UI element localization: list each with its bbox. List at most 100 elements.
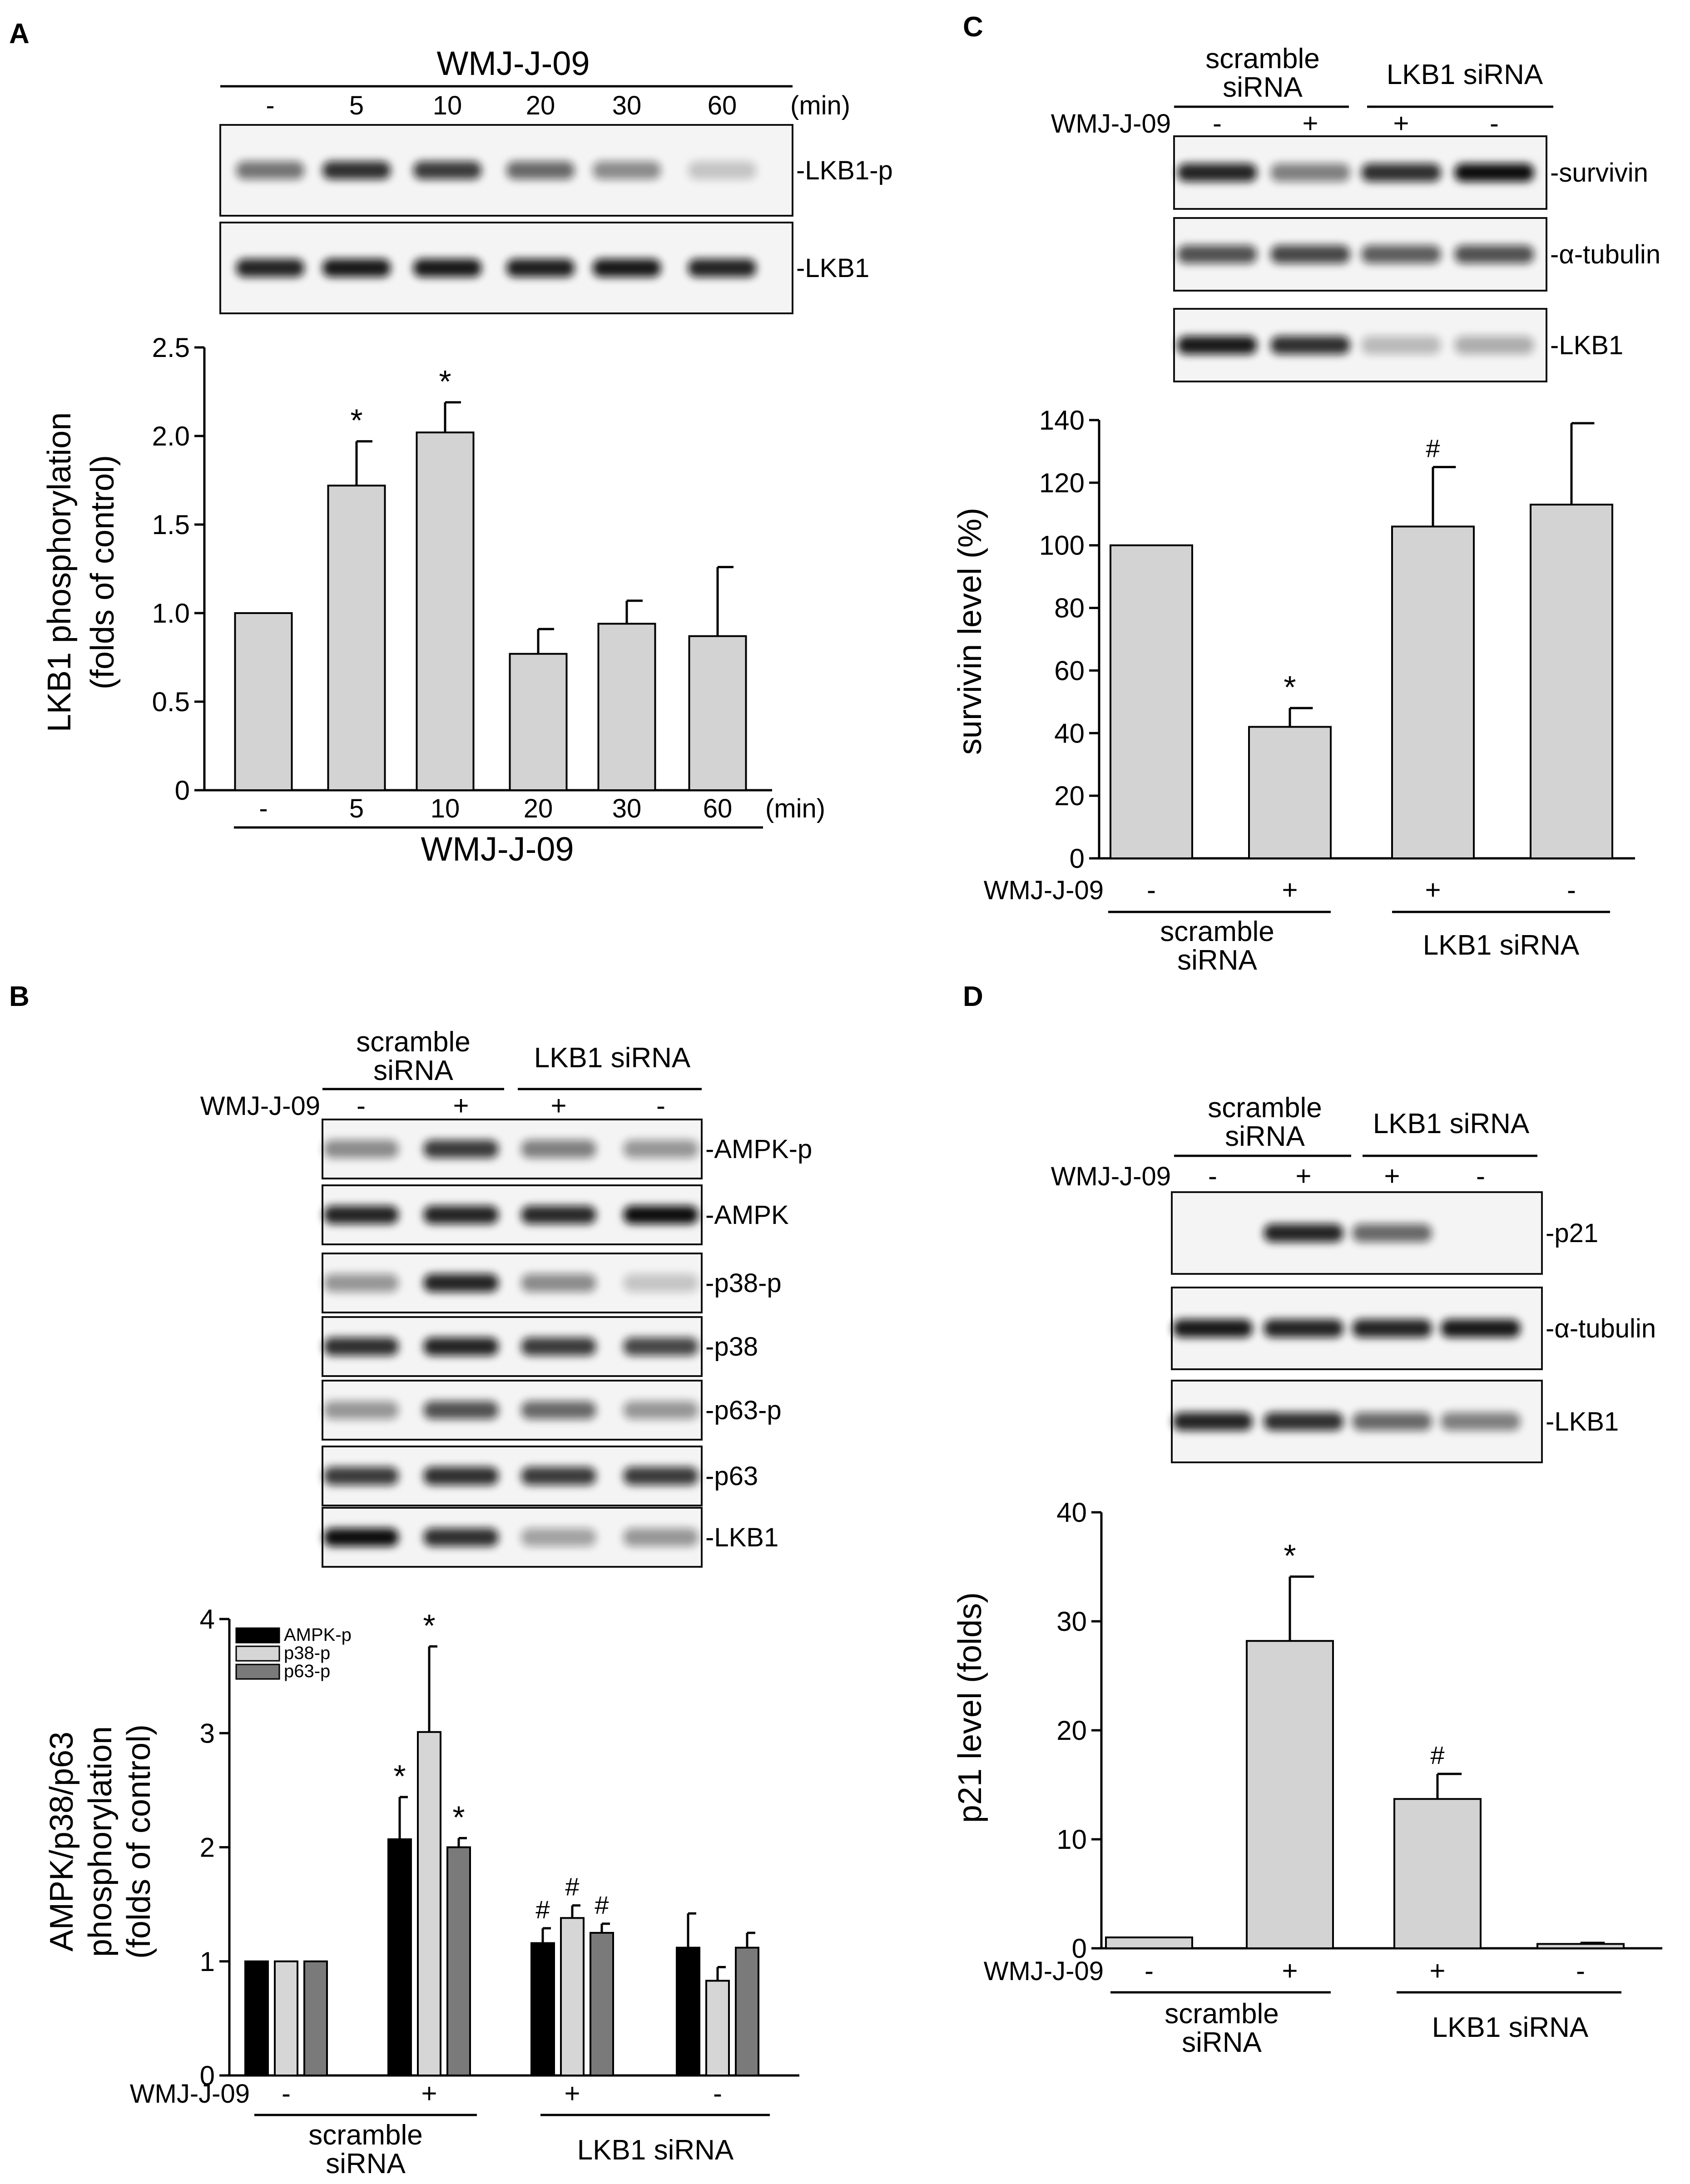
y-tick-label: 40 [1056, 1497, 1087, 1528]
blot-band [1270, 163, 1350, 182]
chart-b-signs: - + + - [282, 2078, 722, 2109]
significance-mark: # [565, 1872, 579, 1901]
blot-band [323, 1401, 399, 1419]
bar [597, 623, 656, 792]
blot-c-rows: -survivin -α-tubulin -LKB1 [1173, 135, 1660, 382]
blot-band [423, 1140, 499, 1158]
blot-c-group1-line1: scramble [1205, 43, 1320, 74]
legend-label: AMPK-p [284, 1625, 352, 1645]
significance-mark: # [595, 1891, 609, 1919]
bar [509, 653, 568, 791]
lane-sign: + [1295, 1161, 1311, 1191]
blot-band [423, 1467, 499, 1485]
significance-mark: * [452, 1799, 465, 1835]
blot-b-rows: -AMPK-p -AMPK -p38-p -p38 -p63-p -p63 -LKB1 [322, 1119, 812, 1568]
blot-band [1173, 1412, 1253, 1431]
chart-b-group1-line2: siRNA [326, 2148, 406, 2179]
significance-mark: * [1284, 1538, 1296, 1574]
chart-c-treatment: WMJ-J-09 [984, 876, 1104, 905]
blot-band [323, 1140, 399, 1158]
panel-c: C scramble siRNA LKB1 siRNA WMJ-J-09 - + +… [952, 11, 1660, 976]
legend-swatch [235, 1627, 280, 1644]
chart-a-xlabel: WMJ-J-09 [421, 830, 574, 868]
bar [327, 485, 386, 791]
blot-band [1177, 245, 1257, 263]
blot-band [506, 161, 575, 179]
chart-c-group2: LKB1 siRNA [1423, 930, 1580, 961]
chart-c: 0 20 40 60 80 100 120 140 * # [1039, 405, 1635, 874]
blot-band [688, 161, 756, 179]
bar [1391, 525, 1475, 860]
blot-c-group2: LKB1 siRNA [1387, 59, 1543, 90]
bar [1248, 726, 1332, 859]
significance-mark: * [1284, 669, 1296, 705]
blot-d-group1-line1: scramble [1208, 1092, 1322, 1124]
bar [1393, 1798, 1482, 1949]
y-tick-label: 60 [1054, 655, 1085, 686]
chart-b-group2: LKB1 siRNA [577, 2134, 734, 2166]
lane-sign: + [1425, 875, 1441, 905]
blot-band [423, 1206, 499, 1224]
blot-band [236, 161, 304, 179]
blot-band [623, 1528, 699, 1546]
legend-label: p63-p [284, 1661, 330, 1681]
chart-d: 0 10 20 30 40 * # [1056, 1497, 1662, 1964]
lane-sign: - [1476, 1161, 1485, 1191]
bar [417, 1731, 441, 2077]
blot-band [1361, 163, 1441, 182]
chart-d-signs: - + + - [1145, 1956, 1585, 1986]
significance-mark: * [393, 1758, 406, 1794]
bar [1110, 544, 1193, 859]
x-tick-label: 20 [524, 794, 553, 823]
y-tick-label: 40 [1054, 718, 1085, 748]
bar [705, 1980, 730, 2076]
y-tick-label: 0 [1072, 1933, 1087, 1964]
blot-band [623, 1140, 699, 1158]
blot-band [593, 161, 661, 179]
y-tick-label: 20 [1056, 1715, 1087, 1746]
legend-swatch [235, 1664, 280, 1680]
legend-label: p38-p [284, 1643, 330, 1663]
y-tick-label: 2.0 [152, 421, 190, 451]
significance-mark: * [350, 403, 362, 438]
blot-row-label: -p38-p [705, 1268, 782, 1298]
y-tick-label: 1.0 [152, 598, 190, 629]
blot-band [323, 1274, 399, 1292]
blot-row-label: -LKB1 [1546, 1407, 1619, 1436]
blot-b-lane-signs: - + + - [357, 1090, 665, 1121]
chart-c-group1-line2: siRNA [1177, 945, 1257, 976]
blot-band [623, 1206, 699, 1224]
chart-c-group1-line1: scramble [1160, 916, 1274, 947]
bar [735, 1946, 759, 2077]
bar [387, 1838, 412, 2077]
bar [303, 1960, 328, 2076]
chart-b-ylabel-2: phosphorylation [82, 1726, 119, 1957]
y-tick-label: 2.5 [152, 332, 190, 363]
significance-mark: * [423, 1608, 435, 1643]
y-tick-label: 30 [1056, 1606, 1087, 1637]
bar [446, 1846, 471, 2076]
blot-c-treatment: WMJ-J-09 [1051, 109, 1171, 139]
lane-sign: + [1302, 108, 1318, 139]
blot-band [413, 161, 481, 179]
lane-sign: + [1282, 1956, 1298, 1986]
bar [244, 1960, 269, 2076]
bar [688, 635, 747, 791]
bar [560, 1917, 585, 2076]
blot-band [1352, 1412, 1432, 1431]
lane-sign: - [656, 1090, 665, 1121]
blot-band [1177, 163, 1257, 182]
chart-b-ylabel-1: AMPK/p38/p63 [44, 1732, 80, 1951]
lane-sign: - [1576, 1956, 1585, 1986]
blot-band [322, 259, 391, 277]
y-tick-label: 0 [200, 2060, 215, 2091]
blot-b-treatment: WMJ-J-09 [200, 1091, 320, 1121]
y-tick-label: 2 [200, 1832, 215, 1863]
bar [416, 431, 475, 791]
blot-band [1454, 336, 1534, 354]
chart-a: 0 0.5 1.0 1.5 2.0 2.5 * * - 5 10 20 30 60 [152, 332, 772, 823]
blot-row-label: -AMPK [705, 1200, 789, 1230]
y-tick-label: 140 [1039, 405, 1085, 436]
bar [530, 1942, 555, 2076]
